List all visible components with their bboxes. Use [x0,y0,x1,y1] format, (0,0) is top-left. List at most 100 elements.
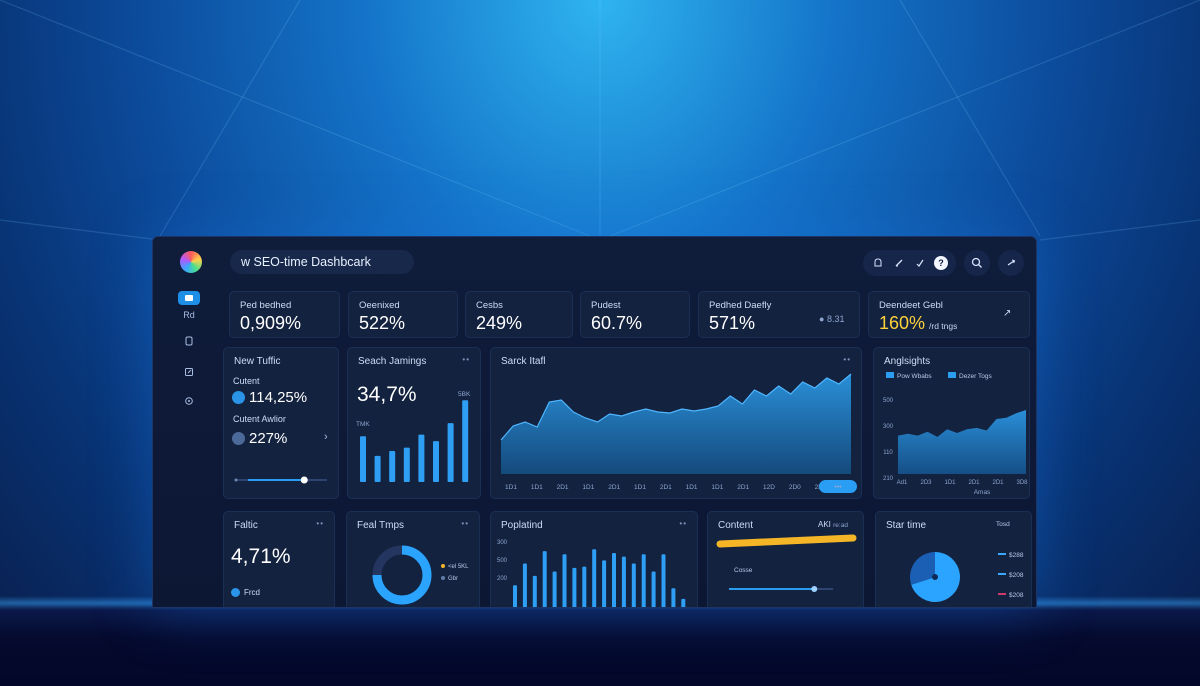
content-slider[interactable] [726,583,836,595]
rankings-bar-chart [360,400,469,482]
stat-value: 571% [709,313,756,333]
globe-icon [232,432,245,445]
popular-bar [602,560,607,607]
sidebar-item-settings[interactable] [178,394,200,408]
more-icon[interactable]: •• [461,519,469,528]
toolbar: ? [863,250,1024,276]
sub-label: Cosse [734,567,753,574]
x-tick-label: 1D1 [686,484,698,491]
search-icon[interactable] [964,250,990,276]
card-title: Faltic [234,520,258,531]
legend-line [998,573,1006,575]
popular-bar [651,571,656,607]
range-button [819,480,857,493]
start-time-pie [910,552,960,602]
legend-item: $208 [998,592,1023,599]
stat-label: Oeenixed [359,300,400,311]
search-bar[interactable]: w SEO-time Dashbcark [230,250,414,274]
legend-dot [441,576,445,580]
edit-icon [185,368,193,376]
chevron-right-icon[interactable]: › [324,431,328,443]
popular-bar [621,556,626,607]
new-traffic-card: New Tuffic Cutent 114,25% Cutent Awlior … [223,347,339,499]
more-icon[interactable]: •• [462,355,470,364]
more-icon[interactable]: •• [316,519,324,528]
popular-bar [592,549,597,607]
fallic-card: Faltic •• 4,71% Frcd [223,511,335,607]
stat-card-5[interactable]: Pedhed Daefly 571% ● 8.31 [698,291,860,338]
sidebar-item-label: Rd [183,310,195,320]
stat-card-4[interactable]: Pudest 60.7% [580,291,690,338]
popular-bar-chart: 300 500 200 [497,540,686,607]
popular-bar [572,567,577,607]
x-tick-label: 2D1 [968,480,980,486]
expand-icon[interactable] [998,250,1024,276]
popular-bar [612,552,616,607]
search-traffic-card: Sarck Itafl •• 1D1 1D1 2D1 1D1 2D1 1D1 2D1 1D1 1… [490,347,862,499]
stat-extra: ● 8.31 [819,314,844,324]
help-icon[interactable]: ? [934,256,948,270]
legend-swatch [886,372,894,378]
legend-label: Frcd [244,588,260,597]
stat-suffix: /rd tngs [929,321,958,331]
fallic-value: 4,71% [231,545,291,568]
stat-label: Ped bedhed [240,300,292,311]
x-tick-label: 2D3 [920,480,932,486]
ranking-bar [403,447,410,482]
ranking-bar [374,455,381,482]
y-tick-label: 500 [497,558,508,564]
legend-item: <el 5KL [441,564,469,570]
popular-bar [562,554,567,607]
stat-extra-value: 8.31 [826,314,845,324]
popular-bar [532,575,537,607]
collapse-icon[interactable]: ↗ [1003,308,1012,319]
legend-label: $208 [1009,592,1024,599]
popular-bar [671,588,676,607]
sidebar-item-edit[interactable] [178,365,200,379]
legend-line [998,593,1006,595]
right-label: AKI re:ad [818,520,848,529]
start-time-card: Star time Tosd $288 $208 $208 [875,511,1032,607]
slider-start [234,478,238,482]
content-progress-bar [716,534,857,548]
slider-knob[interactable] [300,476,308,484]
edit-pen-icon[interactable] [892,256,906,270]
stat-card-1[interactable]: Ped bedhed 0,909% [229,291,340,338]
x-tick-label: Ad1 [897,480,908,486]
more-icon[interactable]: •• [679,519,687,528]
sidebar: Rd [153,237,223,607]
stat-value: 249% [476,313,523,333]
check-icon[interactable] [913,256,927,270]
donut-chart [372,545,432,605]
search-text: w SEO-time Dashbcark [241,255,371,269]
legend-item: $288 [998,552,1023,559]
row-value: 114,25% [232,389,307,406]
donut-slice [372,545,403,576]
toolbar-group: ? [863,250,956,276]
notification-icon[interactable] [871,256,885,270]
card-title: Feal Tmps [357,520,405,531]
sidebar-item-pages[interactable] [178,334,200,348]
row-value-text: 114,25% [249,389,308,406]
rankings-value: 34,7% [357,383,417,406]
sidebar-item-dashboard[interactable] [178,291,200,305]
stat-card-6[interactable]: Deendeet Gebl 160% /rd tngs ↗ [868,291,1030,338]
more-icon[interactable]: •• [843,355,851,364]
legend-label: Gbr [448,576,459,582]
insights-card: Anglsights Pow Wbabs Dezer Togs 500 300 11… [873,347,1030,499]
legend-item: Pow Wbabs [886,372,932,380]
y-tick-label: 300 [497,540,508,546]
stat-value: 60.7% [591,313,643,333]
legend-label: $208 [1009,572,1024,579]
stat-card-2[interactable]: Oeenixed 522% [348,291,458,338]
sidebar-item-reports[interactable]: Rd [178,308,200,322]
stat-label: Deendeet Gebl [879,300,943,311]
stat-card-3[interactable]: Cesbs 249% [465,291,573,338]
card-title: Anglsights [884,356,931,367]
stat-value: 160% [879,313,926,333]
pin-icon: ● [819,314,825,324]
y-tick-label: 200 [497,576,508,582]
traffic-slider[interactable] [234,474,329,486]
row-value-text: 227% [249,430,288,447]
label-side: TMK [356,421,370,428]
